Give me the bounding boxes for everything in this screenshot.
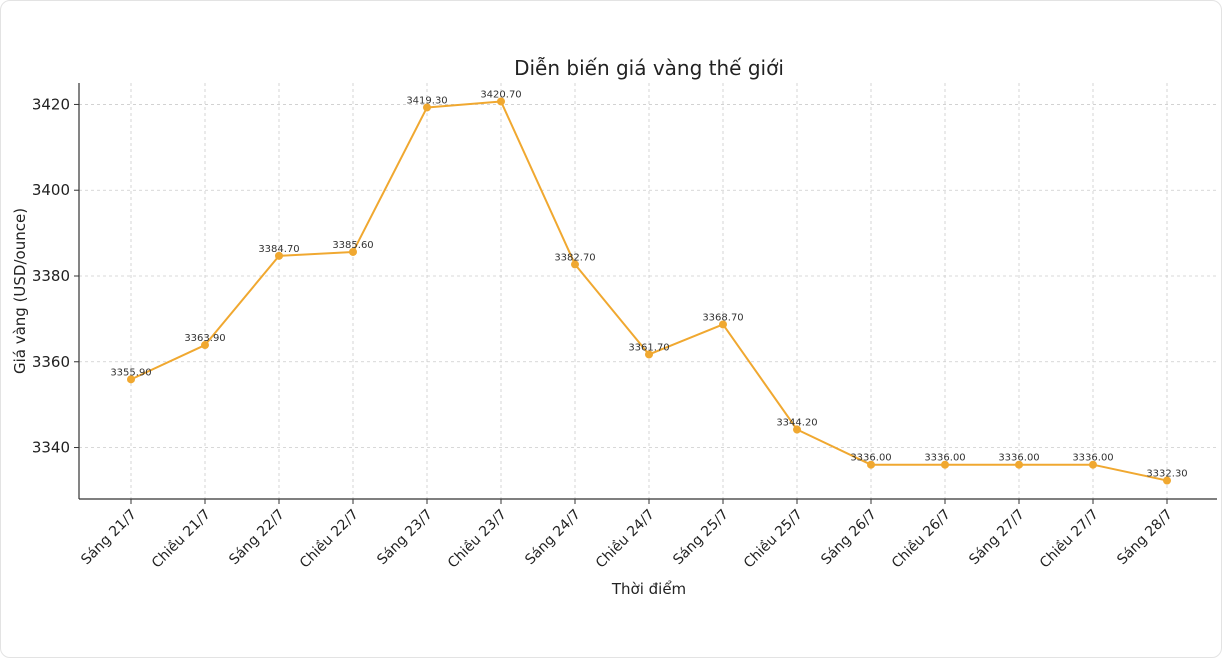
data-label: 3344.20 bbox=[776, 418, 817, 429]
data-point bbox=[1089, 460, 1097, 469]
data-label: 3384.70 bbox=[258, 244, 299, 255]
data-label: 3363.90 bbox=[184, 333, 225, 344]
data-point bbox=[719, 320, 727, 329]
data-point bbox=[1015, 460, 1023, 469]
series-gold-price bbox=[127, 97, 1171, 485]
x-tick-label: Sáng 25/7 bbox=[670, 507, 732, 569]
data-label: 3368.70 bbox=[702, 312, 743, 323]
data-point bbox=[571, 260, 579, 269]
data-labels: 3355.90 3363.90 3384.70 3385.60 3419.30 3420.… bbox=[110, 89, 1187, 479]
x-tick-label: Sáng 27/7 bbox=[966, 507, 1028, 569]
data-point bbox=[349, 247, 357, 256]
y-tick-label: 3340 bbox=[32, 439, 70, 457]
x-tick-label: Chiều 26/7 bbox=[888, 506, 954, 572]
x-tick-label: Sáng 28/7 bbox=[1114, 507, 1176, 569]
data-point bbox=[497, 97, 505, 106]
y-tick-label: 3420 bbox=[32, 95, 70, 113]
grid-lines bbox=[79, 83, 1217, 499]
x-tick-label: Chiều 22/7 bbox=[296, 506, 362, 572]
data-label: 3420.70 bbox=[480, 89, 521, 100]
data-point bbox=[127, 375, 135, 384]
x-tick-labels: Sáng 21/7 Chiều 21/7 Sáng 22/7 Chiều 22/7 Sá… bbox=[78, 506, 1176, 572]
y-axis-label: Giá vàng (USD/ounce) bbox=[11, 208, 29, 374]
data-point bbox=[793, 425, 801, 434]
x-tick-label: Sáng 22/7 bbox=[226, 507, 288, 569]
chart-title: Diễn biến giá vàng thế giới bbox=[514, 56, 784, 80]
x-tick-label: Sáng 26/7 bbox=[818, 507, 880, 569]
data-label: 3332.30 bbox=[1146, 469, 1187, 480]
data-label: 3419.30 bbox=[406, 95, 447, 106]
x-axis-label: Thời điểm bbox=[611, 580, 686, 598]
data-point bbox=[645, 350, 653, 359]
data-label: 3382.70 bbox=[554, 252, 595, 263]
x-tick-label: Sáng 24/7 bbox=[522, 507, 584, 569]
data-point bbox=[423, 103, 431, 112]
data-point bbox=[275, 251, 283, 260]
data-label: 3361.70 bbox=[628, 342, 669, 353]
data-label: 3336.00 bbox=[924, 453, 965, 464]
data-point bbox=[941, 460, 949, 469]
x-tick-label: Sáng 21/7 bbox=[78, 507, 140, 569]
axes bbox=[74, 83, 1217, 504]
data-point bbox=[201, 341, 209, 350]
y-tick-labels: 3340 3360 3380 3400 3420 bbox=[32, 95, 70, 456]
data-label: 3336.00 bbox=[1072, 453, 1113, 464]
series-line bbox=[130, 100, 1168, 482]
x-tick-label: Sáng 23/7 bbox=[374, 507, 436, 569]
data-label: 3336.00 bbox=[998, 453, 1039, 464]
data-label: 3355.90 bbox=[110, 367, 151, 378]
x-tick-label: Chiều 21/7 bbox=[148, 506, 214, 572]
x-tick-label: Chiều 25/7 bbox=[740, 506, 806, 572]
y-tick-label: 3360 bbox=[32, 353, 70, 371]
y-tick-label: 3400 bbox=[32, 181, 70, 199]
data-point bbox=[867, 460, 875, 469]
y-tick-label: 3380 bbox=[32, 267, 70, 285]
data-label: 3385.60 bbox=[332, 240, 373, 251]
data-label: 3336.00 bbox=[850, 453, 891, 464]
data-point bbox=[1163, 476, 1171, 485]
x-tick-label: Chiều 24/7 bbox=[592, 506, 658, 572]
x-tick-label: Chiều 23/7 bbox=[444, 506, 510, 572]
x-tick-label: Chiều 27/7 bbox=[1036, 506, 1102, 572]
